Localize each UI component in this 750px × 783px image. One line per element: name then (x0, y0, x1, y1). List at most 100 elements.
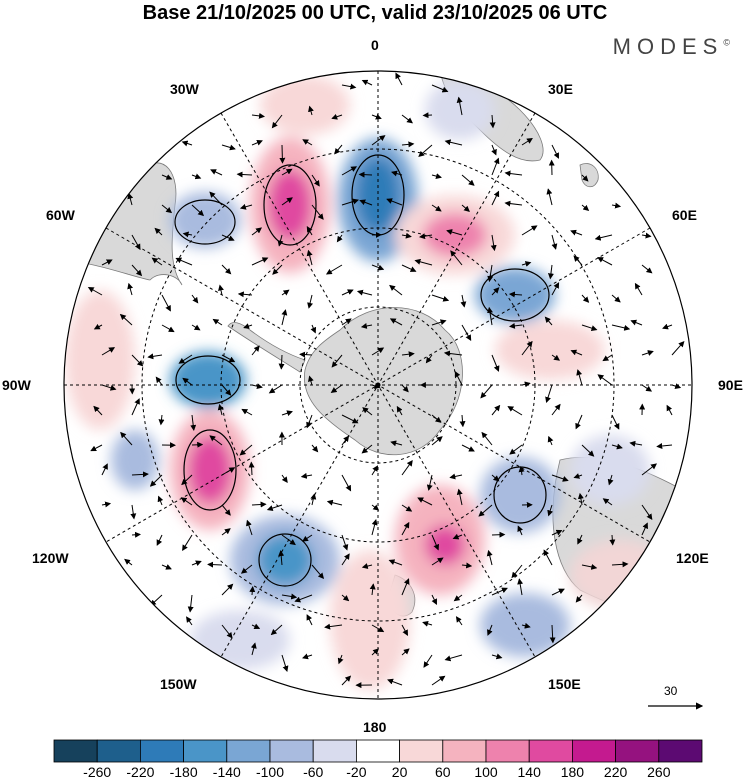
wind-vector (175, 257, 193, 266)
colorbar-swatch (312, 739, 357, 763)
wind-vector (341, 435, 350, 446)
wind-vector (272, 264, 283, 275)
wind-vector (509, 444, 523, 455)
wind-vector (306, 414, 313, 429)
colorbar-tick-label: 180 (560, 764, 585, 780)
wind-vector (311, 174, 320, 187)
wind-vector (356, 289, 373, 296)
wind-vector (431, 557, 444, 566)
wind-vector (161, 204, 173, 214)
wind-vector (239, 203, 253, 210)
wind-vector (306, 614, 313, 626)
wind-vector (487, 264, 494, 283)
wind-vector (521, 137, 533, 146)
map-boundary (63, 70, 693, 700)
wind-vector (147, 353, 163, 360)
wind-vector (243, 323, 253, 329)
wind-vector (511, 564, 523, 579)
wind-vector (324, 623, 343, 630)
colorbar-tick-label: -20 (346, 764, 367, 780)
wind-vector (101, 463, 108, 476)
wind-vector (576, 369, 583, 386)
wind-vector (489, 114, 496, 129)
wind-vector (581, 563, 598, 570)
wind-vector (294, 594, 313, 603)
wind-vector (210, 169, 223, 176)
wind-vector (491, 287, 500, 296)
wind-vector (641, 522, 648, 536)
wind-vector (594, 234, 613, 241)
lon-label-120e: 120E (676, 550, 709, 566)
wind-vector (386, 198, 403, 206)
wind-vector (450, 250, 463, 266)
wind-vector (401, 648, 410, 656)
wind-vector (371, 504, 380, 511)
wind-vector (131, 264, 143, 277)
wind-vector (491, 474, 500, 482)
wind-vector (455, 616, 463, 626)
wind-vector (389, 318, 403, 326)
lon-label-120w: 120W (32, 550, 69, 566)
wind-vector (308, 375, 314, 386)
wind-vector (581, 444, 595, 457)
wind-vector (101, 384, 117, 391)
lon-label-150e: 150E (548, 676, 581, 692)
wind-vector (521, 225, 538, 236)
wind-vector (249, 586, 256, 596)
wind-vector (207, 561, 223, 568)
wind-vector (87, 287, 103, 296)
wind-vector (545, 384, 553, 404)
wind-vector (131, 398, 140, 416)
wind-vector (221, 144, 236, 151)
wind-vector (551, 403, 561, 416)
wind-vector (236, 171, 253, 178)
wind-vector (330, 384, 343, 393)
wind-vector (401, 351, 415, 358)
wind-vector (251, 257, 269, 266)
wind-vector (361, 444, 373, 454)
wind-vector (431, 294, 450, 302)
colorbar-tick-label: 60 (435, 764, 451, 780)
colorbar-swatch (226, 739, 271, 763)
wind-vector (431, 414, 442, 423)
wind-vector (101, 259, 113, 266)
wind-vector (551, 282, 560, 296)
wind-vector (478, 504, 493, 517)
wind-vector (401, 141, 415, 148)
wind-vector (358, 171, 373, 178)
wind-vector (341, 414, 359, 424)
wind-vector (302, 139, 313, 146)
wind-vector (641, 504, 653, 521)
wind-vector (547, 435, 554, 446)
wind-vector (401, 232, 412, 239)
wind-vector (551, 234, 558, 250)
wind-vector (517, 525, 523, 536)
wind-vector (401, 384, 409, 393)
wind-vector (251, 501, 267, 508)
wind-vector (597, 374, 613, 386)
wind-vector (119, 313, 133, 326)
wind-vector (461, 174, 475, 186)
wind-vector (362, 407, 373, 416)
wind-vector (251, 112, 265, 119)
wind-vector (371, 135, 386, 146)
wind-vector (597, 257, 613, 266)
wind-vector (191, 294, 199, 304)
wind-vector (452, 533, 463, 540)
wind-vector (401, 114, 413, 124)
wind-vector (331, 113, 343, 120)
wind-vector (371, 624, 385, 633)
wind-vector (281, 410, 293, 417)
wind-vector (607, 474, 614, 486)
wind-vector (221, 234, 235, 241)
wind-vector (270, 624, 283, 636)
wind-vector (251, 623, 261, 630)
wind-vector (154, 227, 163, 236)
wind-vector (156, 534, 163, 546)
wind-vector (461, 324, 472, 341)
wind-vector (281, 593, 298, 600)
wind-vector (431, 534, 440, 551)
wind-vector (575, 414, 583, 430)
wind-vector (575, 594, 583, 603)
